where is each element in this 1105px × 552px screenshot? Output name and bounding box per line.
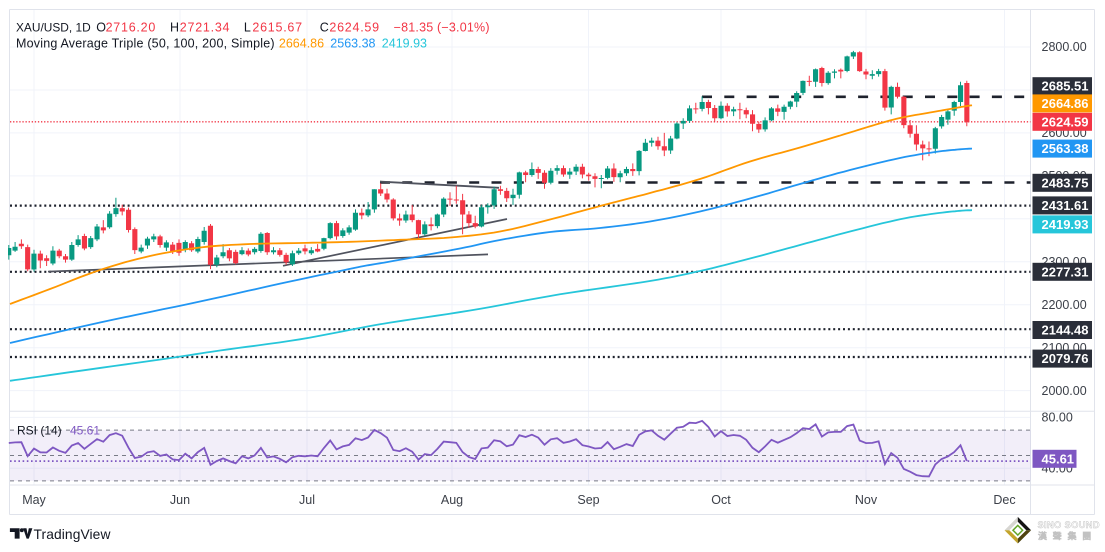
svg-text:2624.59: 2624.59 (1042, 114, 1089, 129)
svg-text:2624.59: 2624.59 (329, 21, 379, 35)
svg-text:2419.93: 2419.93 (382, 37, 427, 51)
svg-text:XAU/USD, 1D: XAU/USD, 1D (16, 21, 91, 35)
svg-text:2483.75: 2483.75 (1042, 175, 1089, 190)
svg-text:2716.20: 2716.20 (106, 21, 156, 35)
svg-text:2419.93: 2419.93 (1042, 217, 1089, 232)
svg-text:Sep: Sep (577, 493, 599, 507)
svg-text:2563.38: 2563.38 (1042, 141, 1089, 156)
svg-text:TradingView: TradingView (34, 527, 111, 542)
svg-text:O: O (96, 21, 106, 35)
svg-text:Jun: Jun (170, 493, 190, 507)
svg-text:Dec: Dec (993, 493, 1015, 507)
svg-text:RSI (14): RSI (14) (17, 424, 62, 438)
svg-text:2685.51: 2685.51 (1042, 79, 1089, 94)
svg-text:45.61: 45.61 (1042, 451, 1075, 466)
svg-text:2563.38: 2563.38 (330, 37, 375, 51)
svg-text:Oct: Oct (711, 493, 731, 507)
svg-text:2615.67: 2615.67 (252, 21, 302, 35)
svg-text:SINO SOUND: SINO SOUND (1038, 520, 1100, 530)
svg-text:Nov: Nov (855, 493, 878, 507)
svg-text:May: May (22, 493, 46, 507)
svg-text:2000.00: 2000.00 (1042, 384, 1087, 398)
svg-text:2664.86: 2664.86 (1042, 96, 1089, 111)
svg-text:45.61: 45.61 (70, 424, 100, 438)
svg-text:2431.61: 2431.61 (1042, 198, 1089, 213)
svg-text:2144.48: 2144.48 (1042, 323, 1089, 338)
svg-text:Moving Average Triple (50, 100: Moving Average Triple (50, 100, 200, Sim… (16, 37, 275, 51)
svg-text:2277.31: 2277.31 (1042, 264, 1089, 279)
svg-text:L: L (244, 21, 251, 35)
svg-text:80.00: 80.00 (1042, 411, 1073, 425)
svg-text:2800.00: 2800.00 (1042, 40, 1087, 54)
svg-text:Aug: Aug (441, 493, 463, 507)
svg-text:−81.35 (−3.01%): −81.35 (−3.01%) (394, 21, 490, 35)
svg-text:2721.34: 2721.34 (180, 21, 230, 35)
svg-text:C: C (320, 21, 329, 35)
svg-text:H: H (170, 21, 179, 35)
svg-text:漢聲集團: 漢聲集團 (1038, 530, 1097, 541)
svg-text:2079.76: 2079.76 (1042, 351, 1089, 366)
svg-text:Jul: Jul (299, 493, 315, 507)
svg-text:2664.86: 2664.86 (279, 37, 324, 51)
svg-text:2200.00: 2200.00 (1042, 298, 1087, 312)
